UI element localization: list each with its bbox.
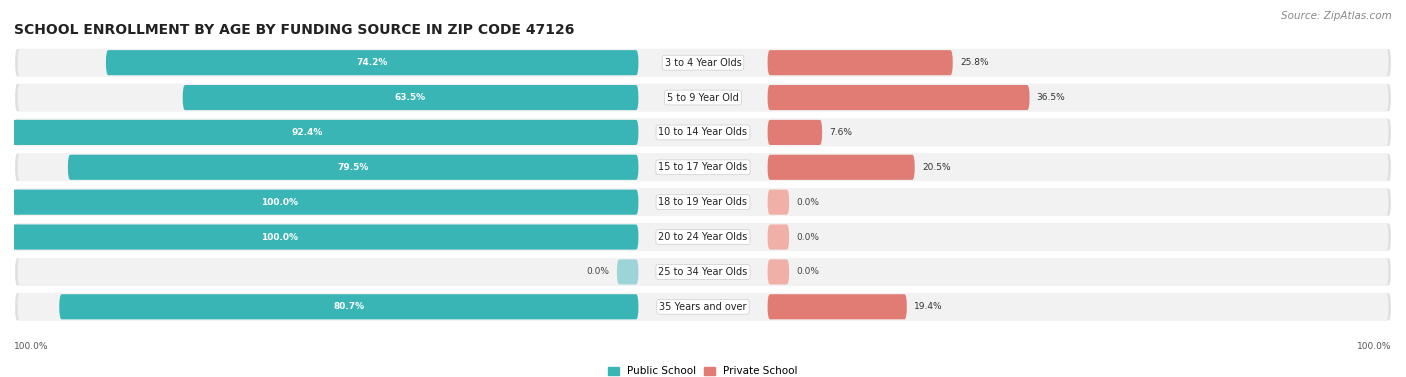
FancyBboxPatch shape xyxy=(14,83,1392,112)
FancyBboxPatch shape xyxy=(768,50,953,75)
FancyBboxPatch shape xyxy=(768,155,915,180)
Text: SCHOOL ENROLLMENT BY AGE BY FUNDING SOURCE IN ZIP CODE 47126: SCHOOL ENROLLMENT BY AGE BY FUNDING SOUR… xyxy=(14,23,575,37)
FancyBboxPatch shape xyxy=(14,187,1392,217)
Text: 20 to 24 Year Olds: 20 to 24 Year Olds xyxy=(658,232,748,242)
FancyBboxPatch shape xyxy=(768,85,1029,110)
FancyBboxPatch shape xyxy=(0,120,638,145)
Text: 10 to 14 Year Olds: 10 to 14 Year Olds xyxy=(658,127,748,138)
FancyBboxPatch shape xyxy=(768,259,789,285)
Text: 0.0%: 0.0% xyxy=(586,267,610,276)
FancyBboxPatch shape xyxy=(768,190,789,215)
Text: 74.2%: 74.2% xyxy=(357,58,388,67)
Text: 80.7%: 80.7% xyxy=(333,302,364,311)
Text: Source: ZipAtlas.com: Source: ZipAtlas.com xyxy=(1281,11,1392,21)
Text: 63.5%: 63.5% xyxy=(395,93,426,102)
Legend: Public School, Private School: Public School, Private School xyxy=(605,362,801,377)
FancyBboxPatch shape xyxy=(14,153,1392,182)
Text: 100.0%: 100.0% xyxy=(14,342,49,351)
FancyBboxPatch shape xyxy=(14,292,1392,322)
Text: 92.4%: 92.4% xyxy=(291,128,322,137)
Text: 15 to 17 Year Olds: 15 to 17 Year Olds xyxy=(658,162,748,172)
FancyBboxPatch shape xyxy=(183,85,638,110)
Text: 20.5%: 20.5% xyxy=(922,163,950,172)
FancyBboxPatch shape xyxy=(18,223,1388,251)
Text: 0.0%: 0.0% xyxy=(796,267,820,276)
Text: 3 to 4 Year Olds: 3 to 4 Year Olds xyxy=(665,58,741,68)
FancyBboxPatch shape xyxy=(18,293,1388,321)
Text: 100.0%: 100.0% xyxy=(262,233,298,242)
FancyBboxPatch shape xyxy=(59,294,638,319)
FancyBboxPatch shape xyxy=(768,120,823,145)
FancyBboxPatch shape xyxy=(14,48,1392,77)
Text: 100.0%: 100.0% xyxy=(262,198,298,207)
FancyBboxPatch shape xyxy=(617,259,638,285)
FancyBboxPatch shape xyxy=(18,118,1388,146)
FancyBboxPatch shape xyxy=(67,155,638,180)
FancyBboxPatch shape xyxy=(14,257,1392,287)
FancyBboxPatch shape xyxy=(768,224,789,250)
Text: 25.8%: 25.8% xyxy=(960,58,988,67)
FancyBboxPatch shape xyxy=(0,224,638,250)
FancyBboxPatch shape xyxy=(18,49,1388,77)
Text: 0.0%: 0.0% xyxy=(796,233,820,242)
Text: 100.0%: 100.0% xyxy=(1357,342,1392,351)
FancyBboxPatch shape xyxy=(18,153,1388,181)
Text: 36.5%: 36.5% xyxy=(1036,93,1066,102)
FancyBboxPatch shape xyxy=(768,294,907,319)
FancyBboxPatch shape xyxy=(18,188,1388,216)
Text: 79.5%: 79.5% xyxy=(337,163,368,172)
FancyBboxPatch shape xyxy=(14,118,1392,147)
Text: 7.6%: 7.6% xyxy=(830,128,852,137)
Text: 5 to 9 Year Old: 5 to 9 Year Old xyxy=(666,92,740,103)
FancyBboxPatch shape xyxy=(105,50,638,75)
Text: 25 to 34 Year Olds: 25 to 34 Year Olds xyxy=(658,267,748,277)
FancyBboxPatch shape xyxy=(18,258,1388,286)
Text: 19.4%: 19.4% xyxy=(914,302,942,311)
Text: 0.0%: 0.0% xyxy=(796,198,820,207)
FancyBboxPatch shape xyxy=(0,190,638,215)
Text: 35 Years and over: 35 Years and over xyxy=(659,302,747,312)
FancyBboxPatch shape xyxy=(14,222,1392,252)
FancyBboxPatch shape xyxy=(18,84,1388,112)
Text: 18 to 19 Year Olds: 18 to 19 Year Olds xyxy=(658,197,748,207)
